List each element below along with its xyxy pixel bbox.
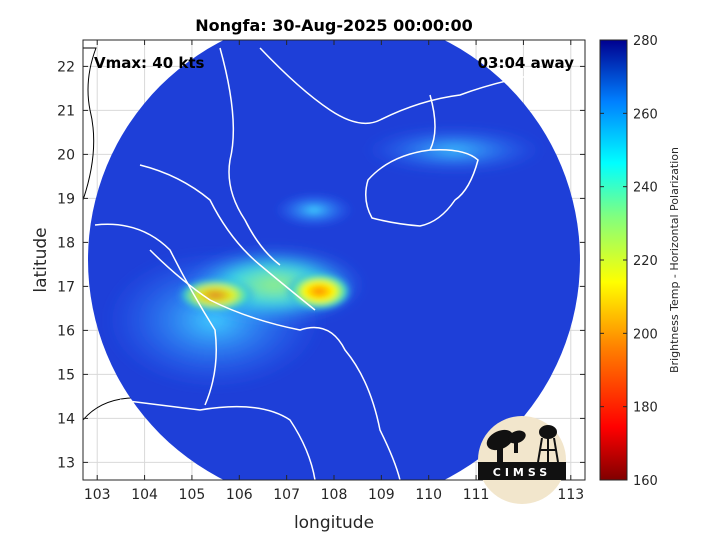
x-tick-label: 103 xyxy=(84,487,111,503)
y-tick-label: 19 xyxy=(57,191,75,207)
colorbar-tick-label: 260 xyxy=(633,107,658,122)
colorbar-label: Brightness Temp - Horizontal Polarizatio… xyxy=(668,147,681,373)
coastline-gulf xyxy=(259,47,561,125)
x-tick-label: 104 xyxy=(131,487,158,503)
y-tick-label: 20 xyxy=(57,147,75,163)
y-tick-label: 14 xyxy=(57,411,75,427)
coastline-hainan xyxy=(365,148,479,227)
colorbar xyxy=(599,39,628,481)
coastline-outside-south xyxy=(83,395,151,421)
colorbar-tick-label: 180 xyxy=(633,401,658,416)
storm-core xyxy=(285,271,354,312)
x-tick-label: 107 xyxy=(273,487,300,503)
logo-ground xyxy=(478,462,566,480)
coastline-vietnam xyxy=(149,249,401,480)
y-tick-label: 15 xyxy=(57,367,75,383)
border-cambodia xyxy=(119,399,316,480)
y-tick-label: 13 xyxy=(57,455,75,471)
colorbar-ticks: 160 180 200 220 240 260 280 xyxy=(600,34,658,489)
coastlines-borders xyxy=(94,47,561,480)
y-axis-ticks: 13 14 15 16 17 18 19 20 21 22 xyxy=(57,59,585,471)
y-axis-label: latitude xyxy=(31,227,51,292)
vmax-annotation: Vmax: 40 kts xyxy=(94,54,204,72)
x-tick-label: 108 xyxy=(321,487,348,503)
coastline-east xyxy=(429,94,436,151)
colorbar-tick-label: 220 xyxy=(633,254,658,269)
colorbar-tick-label: 240 xyxy=(633,181,658,196)
spiral-band xyxy=(274,192,354,228)
microwave-swath xyxy=(88,40,580,480)
y-tick-label: 18 xyxy=(57,235,75,251)
x-tick-label: 105 xyxy=(179,487,206,503)
colorbar-tick-label: 160 xyxy=(633,474,658,489)
convection-west xyxy=(175,277,256,314)
x-tick-label: 111 xyxy=(463,487,490,503)
cimss-logo: CIMSS xyxy=(478,416,566,504)
border-north xyxy=(219,47,281,266)
logo-water-tower-icon xyxy=(537,425,559,463)
x-tick-label: 106 xyxy=(226,487,253,503)
coastline-outside xyxy=(83,47,97,201)
logo-dish-icon xyxy=(486,429,526,462)
colorbar-tick-label: 200 xyxy=(633,327,658,342)
x-tick-label: 110 xyxy=(415,487,442,503)
colorbar-tick-label: 280 xyxy=(633,34,658,49)
x-tick-label: 113 xyxy=(557,487,584,503)
time-away-annotation: 03:04 away xyxy=(478,54,575,72)
x-tick-label: 109 xyxy=(368,487,395,503)
y-tick-label: 21 xyxy=(57,103,75,119)
y-tick-label: 17 xyxy=(57,279,75,295)
border-laos-vietnam xyxy=(139,164,316,311)
border-thailand xyxy=(94,223,217,406)
logo-text: CIMSS xyxy=(493,466,551,479)
chart-title: Nongfa: 30-Aug-2025 00:00:00 xyxy=(195,16,472,35)
y-tick-label: 22 xyxy=(57,59,75,75)
x-axis-label: longitude xyxy=(294,513,374,533)
y-tick-label: 16 xyxy=(57,323,75,339)
